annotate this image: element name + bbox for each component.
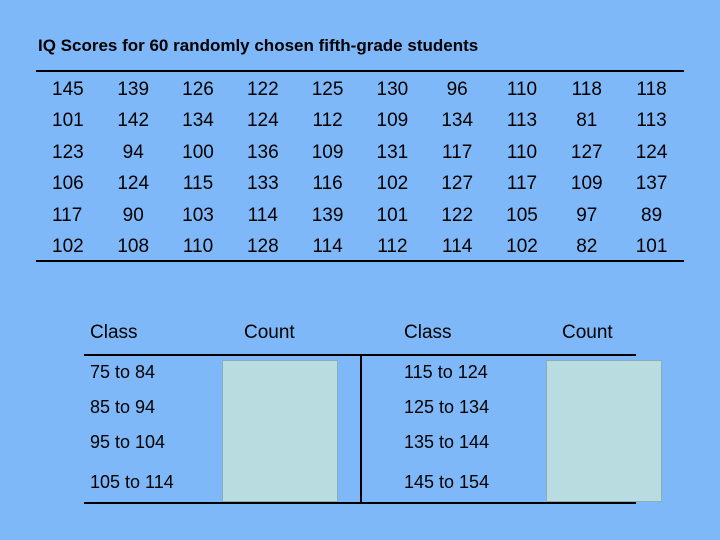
score-cell: 126 [182, 78, 214, 100]
score-cell: 82 [576, 236, 598, 258]
score-cell: 109 [311, 141, 344, 163]
score-cell: 116 [312, 173, 343, 195]
score-cell: 109 [376, 110, 409, 132]
score-cell: 139 [117, 78, 150, 100]
freq-bottom-rule [84, 502, 636, 504]
score-cell: 118 [571, 78, 602, 100]
score-cell: 89 [641, 204, 663, 226]
scores-table: 145 139 126 122 125 130 96 110 118 118 101 142 134 12… [36, 74, 684, 263]
left-class-3: 95 to 104 [90, 432, 166, 452]
score-cell: 100 [182, 141, 214, 163]
score-cell: 145 [52, 78, 84, 100]
score-cell: 109 [570, 173, 603, 195]
score-cell: 118 [636, 78, 667, 100]
score-cell: 110 [506, 141, 538, 163]
score-cell: 128 [246, 236, 279, 258]
scores-top-rule [36, 70, 684, 72]
score-row: 145 139 126 122 125 130 96 110 118 118 [36, 74, 684, 106]
score-cell: 90 [122, 204, 144, 226]
score-cell: 124 [635, 141, 668, 163]
score-cell: 117 [442, 141, 473, 163]
score-cell: 142 [117, 110, 150, 132]
right-class-header: Class [404, 322, 452, 343]
left-count-box[interactable] [222, 360, 338, 502]
score-cell: 127 [570, 141, 603, 163]
score-cell: 105 [506, 204, 538, 226]
score-row: 102 108 110 128 114 112 114 102 82 101 [36, 232, 684, 264]
score-cell: 117 [52, 204, 83, 226]
right-count-box[interactable] [546, 360, 662, 502]
score-cell: 102 [506, 236, 538, 258]
score-cell: 114 [312, 236, 343, 258]
freq-header-rule [84, 354, 636, 356]
freq-center-divider [360, 356, 362, 502]
score-cell: 122 [441, 204, 474, 226]
score-row: 123 94 100 136 109 131 117 110 127 124 [36, 137, 684, 169]
score-cell: 110 [506, 78, 538, 100]
score-cell: 133 [246, 173, 279, 195]
score-cell: 102 [52, 236, 84, 258]
score-cell: 134 [441, 110, 474, 132]
score-cell: 112 [312, 110, 343, 132]
score-cell: 122 [246, 78, 279, 100]
score-cell: 97 [576, 204, 598, 226]
left-class-header: Class [90, 322, 138, 343]
score-cell: 110 [182, 236, 214, 258]
score-cell: 127 [441, 173, 474, 195]
right-class-1: 115 to 124 [404, 362, 488, 382]
right-class-2: 125 to 134 [404, 397, 490, 417]
score-cell: 101 [635, 236, 668, 258]
page-title: IQ Scores for 60 randomly chosen fifth-g… [38, 36, 479, 55]
score-cell: 124 [246, 110, 279, 132]
score-cell: 134 [182, 110, 214, 132]
score-cell: 113 [506, 110, 538, 132]
score-row: 101 142 134 124 112 109 134 113 81 113 [36, 106, 684, 138]
scores-bottom-rule [36, 260, 684, 262]
score-cell: 113 [636, 110, 667, 132]
score-cell: 124 [117, 173, 150, 195]
right-count-header: Count [562, 322, 613, 343]
score-cell: 137 [635, 173, 668, 195]
score-cell: 101 [376, 204, 409, 226]
score-cell: 108 [117, 236, 150, 258]
score-cell: 81 [576, 110, 598, 132]
score-cell: 94 [122, 141, 144, 163]
score-row: 117 90 103 114 139 101 122 105 97 89 [36, 200, 684, 232]
score-cell: 106 [52, 173, 84, 195]
right-class-4: 145 to 154 [404, 472, 490, 492]
score-cell: 96 [446, 78, 468, 100]
right-class-3: 135 to 144 [404, 432, 490, 452]
score-cell: 130 [376, 78, 409, 100]
score-cell: 114 [247, 204, 278, 226]
score-cell: 117 [506, 173, 538, 195]
score-cell: 101 [52, 110, 84, 132]
score-cell: 114 [442, 236, 473, 258]
score-cell: 115 [182, 173, 214, 195]
left-count-header: Count [244, 322, 295, 343]
score-cell: 103 [182, 204, 214, 226]
left-class-2: 85 to 94 [90, 397, 156, 417]
score-cell: 125 [311, 78, 344, 100]
score-cell: 139 [311, 204, 344, 226]
score-cell: 136 [246, 141, 279, 163]
score-cell: 102 [376, 173, 409, 195]
score-cell: 112 [377, 236, 408, 258]
left-class-4: 105 to 114 [90, 472, 174, 492]
score-row: 106 124 115 133 116 102 127 117 109 137 [36, 169, 684, 201]
score-cell: 123 [52, 141, 84, 163]
left-class-1: 75 to 84 [90, 362, 156, 382]
score-cell: 131 [376, 141, 409, 163]
